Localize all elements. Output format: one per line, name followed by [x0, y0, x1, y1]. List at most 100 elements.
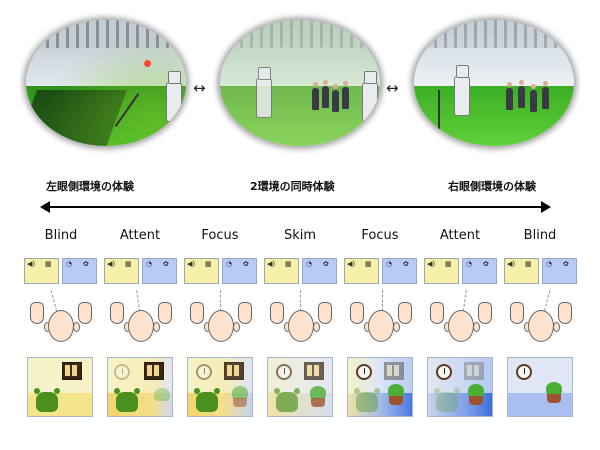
left-env-thumbnail: ◀) ▦	[264, 258, 299, 284]
result-view-skim	[267, 357, 333, 417]
pot-icon	[311, 398, 325, 407]
arrow-right-head-icon	[541, 201, 551, 213]
left-hand-icon	[30, 302, 44, 324]
pot-icon	[469, 396, 483, 405]
center-right-connector-icon: ↔	[386, 79, 399, 97]
robot-figure	[256, 67, 272, 118]
roof-structure	[414, 20, 574, 48]
floor	[508, 392, 572, 416]
plant-icon	[388, 384, 404, 397]
head-icon	[288, 310, 314, 342]
plant-icon	[232, 386, 248, 399]
user-gesture-skim	[264, 288, 338, 348]
robot-figure	[362, 71, 378, 122]
mode-label-blind-right: Blind	[523, 228, 557, 243]
head-icon	[448, 310, 474, 342]
plant-icon	[468, 384, 484, 397]
clock-icon	[196, 364, 212, 380]
right-environment-heading: 右眼側環境の体験	[448, 180, 536, 193]
window-icon: ▦	[125, 260, 132, 268]
left-env-thumbnail: ◀) ▦	[24, 258, 59, 284]
plant-icon: ✿	[403, 260, 409, 268]
user-gesture-focus-right	[344, 288, 418, 348]
window-icon: ▦	[45, 260, 52, 268]
ear	[313, 322, 320, 332]
ground	[220, 85, 380, 146]
window-icon: ▦	[285, 260, 292, 268]
speaker-icon: ◀)	[187, 260, 196, 268]
vr-view-left-environment	[26, 20, 186, 146]
bear-icon	[114, 388, 138, 412]
plant-icon: ✿	[83, 260, 89, 268]
right-hand-icon	[478, 302, 492, 324]
env-pair-blind-left: ◀) ▦ ◔ ✿	[24, 258, 97, 286]
bear-icon	[34, 388, 58, 412]
gaze-beam	[220, 290, 222, 316]
bear-icon	[274, 388, 298, 412]
speaker-icon: ◀)	[427, 260, 436, 268]
right-hand-icon	[238, 302, 252, 324]
ear	[153, 322, 160, 332]
window-icon	[224, 362, 244, 380]
mode-label-focus-left: Focus	[201, 228, 239, 243]
speaker-icon: ◀)	[107, 260, 116, 268]
arrow-left-head-icon	[40, 201, 50, 213]
vr-view-right-environment	[414, 20, 574, 146]
pot-icon	[547, 394, 561, 403]
simultaneous-experience-heading: 2環境の同時体験	[250, 180, 335, 193]
window-icon	[464, 362, 484, 380]
person-figure	[342, 81, 349, 109]
left-env-thumbnail: ◀) ▦	[344, 258, 379, 284]
env-pair-focus-right: ◀) ▦ ◔ ✿	[344, 258, 417, 286]
clock-icon: ◔	[306, 260, 313, 268]
right-hand-icon	[318, 302, 332, 324]
gaze-beam	[382, 290, 384, 316]
left-hand-icon	[190, 302, 204, 324]
pole	[438, 90, 440, 130]
plant-icon: ✿	[563, 260, 569, 268]
result-view-blind-right	[507, 357, 573, 417]
right-env-thumbnail: ◔ ✿	[222, 258, 257, 284]
right-env-thumbnail: ◔ ✿	[462, 258, 497, 284]
user-gesture-blind-left	[24, 288, 98, 348]
plant-icon	[154, 388, 170, 401]
vr-view-blended-environment	[220, 20, 380, 146]
ear	[393, 322, 400, 332]
pot-icon	[389, 396, 403, 405]
clock-icon: ◔	[466, 260, 473, 268]
clock-icon	[276, 364, 292, 380]
env-pair-skim: ◀) ▦ ◔ ✿	[264, 258, 337, 286]
window-icon	[144, 362, 164, 380]
window-icon: ▦	[445, 260, 452, 268]
result-view-focus-right	[347, 357, 413, 417]
head-icon	[48, 310, 74, 342]
speaker-icon: ◀)	[27, 260, 36, 268]
env-pair-attent-left: ◀) ▦ ◔ ✿	[104, 258, 177, 286]
ear	[73, 322, 80, 332]
ear	[233, 322, 240, 332]
clock-icon	[436, 364, 452, 380]
mode-label-skim: Skim	[283, 228, 317, 243]
window-icon: ▦	[525, 260, 532, 268]
right-env-thumbnail: ◔ ✿	[142, 258, 177, 284]
right-env-thumbnail: ◔ ✿	[542, 258, 577, 284]
clock-icon: ◔	[546, 260, 553, 268]
clock-icon	[356, 364, 372, 380]
mode-label-blind-left: Blind	[44, 228, 78, 243]
pot-icon	[233, 398, 247, 407]
window-icon	[304, 362, 324, 380]
left-env-thumbnail: ◀) ▦	[104, 258, 139, 284]
window-icon	[62, 362, 82, 380]
head-icon	[128, 310, 154, 342]
head-icon	[368, 310, 394, 342]
plant-icon	[310, 386, 326, 399]
right-env-thumbnail: ◔ ✿	[62, 258, 97, 284]
right-hand-icon	[78, 302, 92, 324]
left-hand-icon	[350, 302, 364, 324]
left-hand-icon	[110, 302, 124, 324]
ear	[473, 322, 480, 332]
left-env-thumbnail: ◀) ▦	[424, 258, 459, 284]
robot-figure	[454, 65, 470, 116]
head-icon	[208, 310, 234, 342]
person-figure	[322, 80, 329, 108]
